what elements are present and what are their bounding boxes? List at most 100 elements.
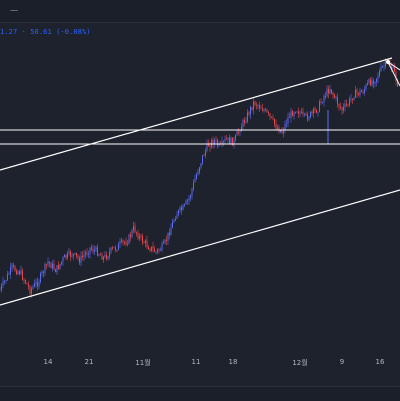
candle-body — [37, 282, 38, 287]
candle-body — [13, 264, 14, 267]
candle-body — [290, 111, 292, 118]
candle-body — [355, 89, 356, 98]
candle-body — [43, 271, 44, 273]
candle-body — [143, 242, 145, 244]
toolbar-glyph[interactable]: ㅡ — [10, 7, 19, 17]
candle-body — [320, 101, 322, 103]
candle-body — [395, 71, 397, 81]
candle-body — [98, 254, 100, 256]
candle-body — [152, 246, 154, 249]
candle-body — [137, 232, 139, 239]
candle-body — [295, 111, 296, 113]
candle-body — [5, 280, 7, 282]
x-axis-label: 18 — [228, 358, 238, 366]
candle-body — [271, 116, 272, 118]
candle-body — [209, 146, 211, 148]
candle-body — [173, 220, 175, 222]
candle-body — [56, 265, 58, 273]
candle-body — [340, 106, 341, 108]
candle-body — [64, 254, 65, 258]
candle-body — [146, 240, 148, 248]
candle-body — [269, 113, 271, 117]
candle-body — [31, 288, 32, 294]
candle-body — [367, 83, 368, 85]
drawing-handle[interactable] — [386, 60, 390, 64]
candle-body — [4, 281, 5, 282]
candle-body — [317, 111, 319, 113]
candle-body — [118, 243, 119, 251]
candle-body — [76, 252, 77, 256]
candle-body — [313, 108, 314, 114]
candle-body — [200, 163, 202, 168]
candle-body — [71, 255, 73, 257]
candle-body — [190, 195, 191, 198]
channel-upper-line[interactable] — [0, 57, 393, 171]
candle-body — [334, 94, 335, 98]
candle-body — [134, 226, 136, 232]
candle-body — [182, 205, 184, 211]
candles-group — [0, 58, 398, 298]
channel-lower-line[interactable] — [0, 189, 400, 306]
candle-body — [254, 101, 256, 105]
candle-body — [116, 249, 118, 251]
candle-body — [248, 112, 250, 115]
candle-body — [49, 261, 50, 264]
candle-body — [245, 121, 247, 123]
candle-body — [61, 261, 62, 264]
candle-body — [292, 111, 293, 117]
candle-body — [316, 109, 317, 113]
candle-body — [277, 127, 278, 129]
candle-body — [215, 139, 217, 141]
x-axis-label: 12월 — [292, 359, 308, 367]
candle-body — [17, 271, 19, 275]
candle-body — [106, 254, 107, 259]
candle-body — [139, 235, 140, 239]
candle-body — [374, 81, 376, 84]
candle-body — [350, 98, 352, 100]
candle-body — [301, 111, 302, 113]
candle-body — [50, 263, 52, 269]
candle-body — [23, 279, 25, 281]
candle-body — [394, 66, 395, 72]
candle-body — [359, 90, 361, 95]
candle-body — [179, 207, 181, 211]
candle-body — [208, 143, 209, 147]
candle-body — [88, 253, 89, 255]
candle-body — [221, 141, 223, 145]
candle-body — [241, 126, 242, 132]
candle-body — [103, 256, 104, 260]
x-axis-label: 14 — [43, 358, 53, 366]
candle-body — [38, 281, 40, 287]
candle-body — [191, 189, 193, 196]
candle-body — [83, 254, 85, 257]
candle-body — [326, 88, 328, 97]
candle-body — [358, 93, 359, 95]
candle-body — [341, 107, 343, 111]
candle-body — [230, 137, 232, 144]
candle-body — [284, 123, 286, 131]
candle-body — [202, 155, 203, 164]
candle-body — [383, 66, 385, 67]
trend-segment-line[interactable] — [387, 61, 400, 87]
candle-body — [233, 139, 235, 146]
candle-body — [346, 103, 347, 105]
candle-body — [161, 243, 163, 250]
candle-body — [224, 139, 226, 142]
candle-body — [229, 137, 230, 144]
time-axis[interactable]: 14 21 11월 11 18 12월 9 16 — [0, 352, 400, 372]
candle-body — [289, 117, 290, 118]
trend-segment-line[interactable] — [387, 61, 400, 71]
candle-body — [77, 255, 79, 259]
candle-body — [343, 106, 344, 111]
candle-body — [379, 70, 380, 77]
candle-body — [328, 88, 329, 94]
candle-body — [299, 112, 301, 114]
candle-body — [35, 282, 37, 284]
candle-body — [266, 109, 268, 113]
candle-body — [52, 263, 53, 269]
candle-body — [392, 66, 394, 69]
x-axis-label: 21 — [84, 358, 94, 366]
candle-body — [250, 106, 251, 115]
candle-body — [73, 254, 74, 256]
